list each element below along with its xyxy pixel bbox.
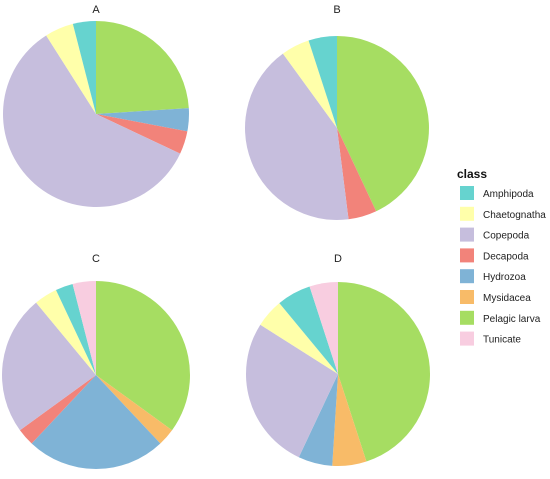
pie-slice-hydrozoa [96,108,190,132]
legend-label: Chaetognatha [483,210,546,221]
pie-panels: A B C D [1,4,431,469]
legend-items: Amphipoda Chaetognatha Copepoda Decapoda Hyd… [460,186,546,346]
pie-slice-hydrozoa [31,375,161,469]
pie-slice-decapoda [19,375,97,444]
legend-label: Amphipoda [483,189,534,200]
pie-slice-mysidacea [332,374,367,467]
legend: class Amphipoda Chaetognatha Copepoda Decap… [457,167,546,346]
pie-slice-pelagic-larva [96,21,189,114]
pie-slice-pelagic-larva [337,36,429,212]
pie-panel-b: B [245,4,429,220]
pie-slice-pelagic-larva [96,281,191,431]
pie-slice-copepoda [3,35,181,208]
pie-slice-amphipoda [72,21,96,114]
legend-item-hydrozoa: Hydrozoa [460,269,526,284]
pie-slice-hydrozoa [298,374,338,466]
legend-key [460,227,474,242]
legend-item-amphipoda: Amphipoda [460,186,534,200]
pie-slice-chaetognatha [260,303,338,374]
legend-item-copepoda: Copepoda [460,227,530,242]
panel-title: A [92,4,100,16]
pie-slice-copepoda [1,302,97,431]
pie-slice-amphipoda [308,36,337,128]
legend-label: Tunicate [483,335,521,346]
legend-key [460,186,474,200]
pie-slice-decapoda [96,114,188,154]
legend-label: Pelagic larva [483,314,541,325]
pie-slice-mysidacea [96,375,173,444]
legend-item-pelagic-larva: Pelagic larva [460,310,541,325]
pie-panel-c: C [1,253,191,469]
legend-item-decapoda: Decapoda [460,248,529,263]
legend-key [460,269,474,284]
legend-label: Mysidacea [483,293,531,304]
legend-key [460,310,474,325]
pie-slice-chaetognatha [36,289,96,375]
legend-key [460,206,474,221]
legend-item-tunicate: Tunicate [460,331,521,346]
panel-title: C [92,253,100,265]
panel-title: B [333,4,340,16]
pie-slice-tunicate [309,282,338,374]
legend-key [460,290,474,304]
legend-item-chaetognatha: Chaetognatha [460,206,546,221]
panel-title: D [334,253,342,265]
legend-label: Copepoda [483,231,530,242]
pie-panel-a: A [3,4,190,208]
legend-label: Hydrozoa [483,272,526,283]
pie-slice-chaetognatha [282,40,337,128]
pie-slice-copepoda [245,324,338,458]
legend-label: Decapoda [483,251,529,262]
legend-key [460,248,474,263]
legend-item-mysidacea: Mysidacea [460,290,531,304]
pie-slice-chaetognatha [46,23,96,115]
pie-slice-pelagic-larva [338,282,431,462]
pie-slice-amphipoda [55,283,96,375]
legend-key [460,331,474,346]
pie-slice-amphipoda [279,286,338,374]
legend-title: class [457,167,487,181]
pie-slice-copepoda [245,53,349,220]
pie-panel-d: D [245,253,431,467]
pie-slice-tunicate [72,281,96,375]
pie-slice-decapoda [337,128,377,220]
